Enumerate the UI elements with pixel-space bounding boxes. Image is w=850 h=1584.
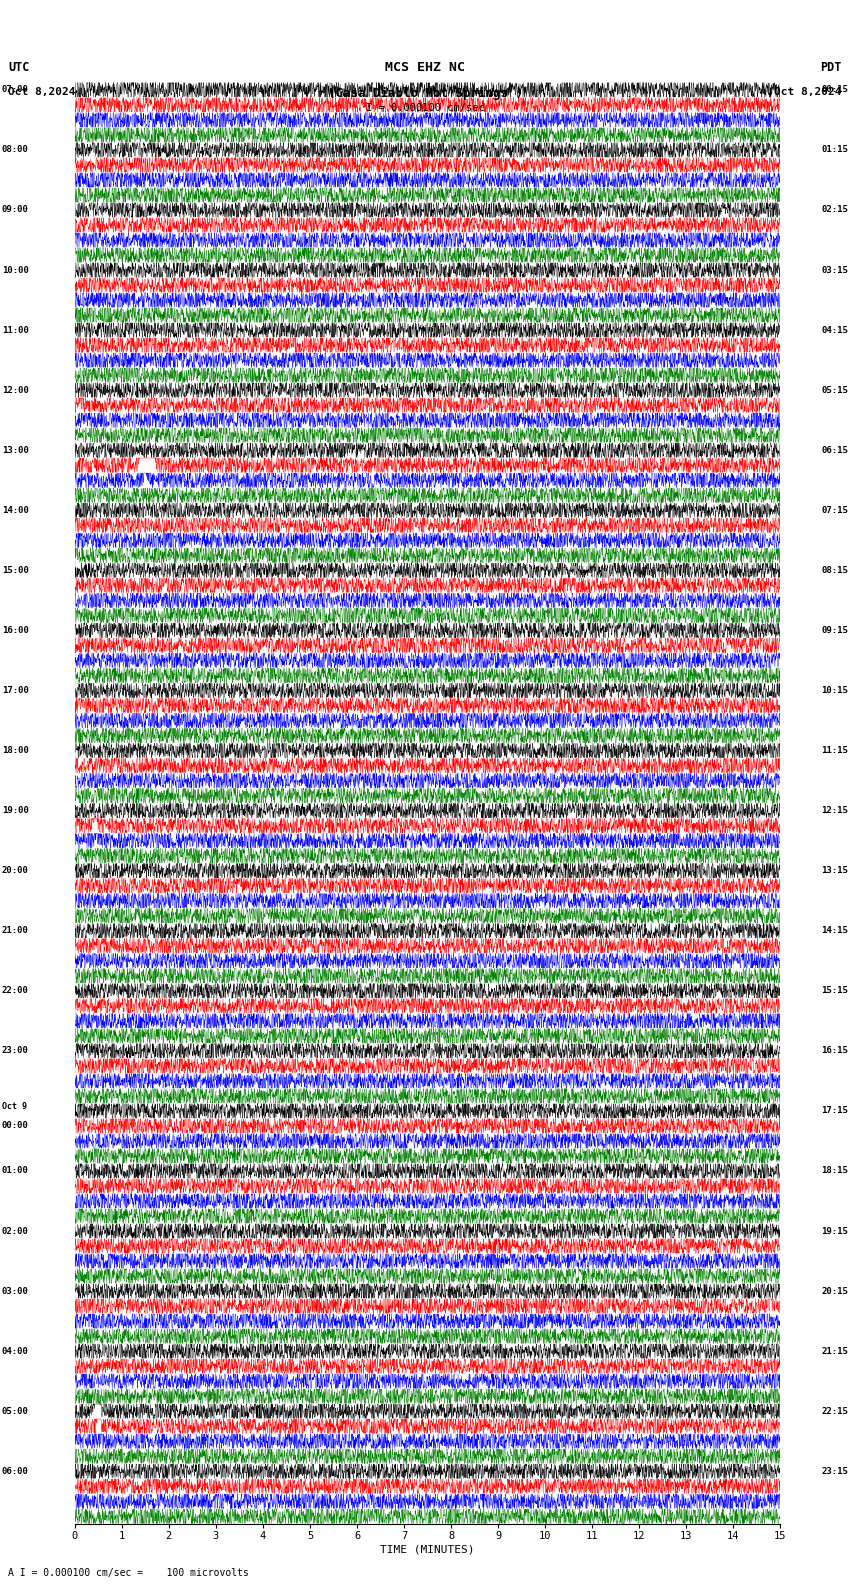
Text: 23:15: 23:15 (821, 1467, 848, 1476)
Text: 13:00: 13:00 (2, 445, 29, 455)
Text: Oct 8,2024: Oct 8,2024 (774, 87, 842, 97)
Text: 21:15: 21:15 (821, 1346, 848, 1356)
Text: 18:00: 18:00 (2, 746, 29, 756)
Text: 13:15: 13:15 (821, 866, 848, 874)
Text: 19:15: 19:15 (821, 1226, 848, 1236)
Text: 14:15: 14:15 (821, 927, 848, 935)
Text: 07:00: 07:00 (2, 86, 29, 95)
Text: 23:00: 23:00 (2, 1047, 29, 1055)
Text: PDT: PDT (820, 62, 842, 74)
Text: 06:15: 06:15 (821, 445, 848, 455)
Text: I = 0.000100 cm/sec: I = 0.000100 cm/sec (366, 103, 484, 112)
Text: 09:00: 09:00 (2, 206, 29, 214)
Text: 21:00: 21:00 (2, 927, 29, 935)
Text: 01:00: 01:00 (2, 1166, 29, 1175)
Text: 04:15: 04:15 (821, 326, 848, 334)
Text: 02:00: 02:00 (2, 1226, 29, 1236)
Text: 16:15: 16:15 (821, 1047, 848, 1055)
Text: 06:00: 06:00 (2, 1467, 29, 1476)
Text: 12:15: 12:15 (821, 806, 848, 816)
Text: Oct 8,2024: Oct 8,2024 (8, 87, 76, 97)
Text: 03:15: 03:15 (821, 266, 848, 274)
Text: Oct 9: Oct 9 (2, 1101, 26, 1110)
Text: 08:15: 08:15 (821, 565, 848, 575)
Text: 20:15: 20:15 (821, 1286, 848, 1296)
Text: 22:00: 22:00 (2, 987, 29, 995)
Text: 00:00: 00:00 (2, 1121, 29, 1131)
Text: 16:00: 16:00 (2, 626, 29, 635)
Text: 10:00: 10:00 (2, 266, 29, 274)
Text: 18:15: 18:15 (821, 1166, 848, 1175)
X-axis label: TIME (MINUTES): TIME (MINUTES) (380, 1544, 475, 1555)
Text: (Casa Diablo Hot Springs ): (Casa Diablo Hot Springs ) (327, 87, 523, 100)
Text: 14:00: 14:00 (2, 505, 29, 515)
Text: 02:15: 02:15 (821, 206, 848, 214)
Text: A I = 0.000100 cm/sec =    100 microvolts: A I = 0.000100 cm/sec = 100 microvolts (8, 1568, 249, 1578)
Text: 15:00: 15:00 (2, 565, 29, 575)
Text: 17:15: 17:15 (821, 1106, 848, 1115)
Text: 07:15: 07:15 (821, 505, 848, 515)
Text: 03:00: 03:00 (2, 1286, 29, 1296)
Text: 09:15: 09:15 (821, 626, 848, 635)
Text: 00:15: 00:15 (821, 86, 848, 95)
Text: 10:15: 10:15 (821, 686, 848, 695)
Text: 19:00: 19:00 (2, 806, 29, 816)
Text: 17:00: 17:00 (2, 686, 29, 695)
Text: UTC: UTC (8, 62, 30, 74)
Text: 20:00: 20:00 (2, 866, 29, 874)
Text: 15:15: 15:15 (821, 987, 848, 995)
Text: 05:15: 05:15 (821, 385, 848, 394)
Text: 01:15: 01:15 (821, 146, 848, 154)
Text: 04:00: 04:00 (2, 1346, 29, 1356)
Text: 08:00: 08:00 (2, 146, 29, 154)
Text: 11:00: 11:00 (2, 326, 29, 334)
Text: 05:00: 05:00 (2, 1407, 29, 1416)
Text: 11:15: 11:15 (821, 746, 848, 756)
Text: MCS EHZ NC: MCS EHZ NC (385, 62, 465, 74)
Text: 22:15: 22:15 (821, 1407, 848, 1416)
Text: 12:00: 12:00 (2, 385, 29, 394)
